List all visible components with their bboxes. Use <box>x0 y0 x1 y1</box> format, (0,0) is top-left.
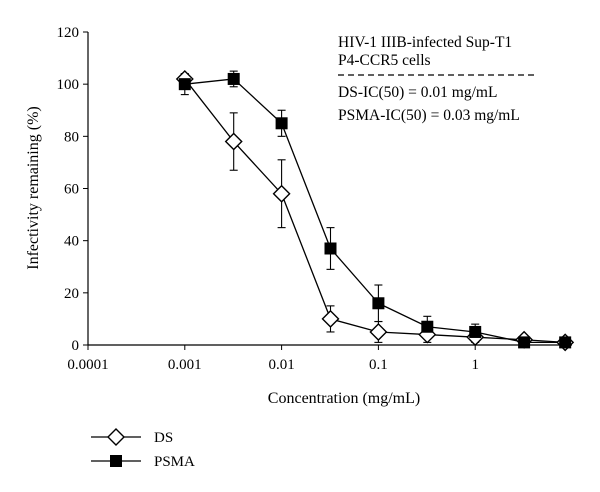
annotation-line-2: P4-CCR5 cells <box>338 52 431 69</box>
plot-area <box>175 69 575 352</box>
legend-item-ds: DS <box>91 428 173 446</box>
data-point-psma <box>324 242 337 255</box>
data-point-psma <box>421 320 434 333</box>
axes <box>87 32 572 346</box>
legend-item-psma: PSMA <box>91 454 195 470</box>
x-tick-label: 0.1 <box>369 357 388 373</box>
y-tick-label: 100 <box>57 77 80 93</box>
data-point-ds <box>321 309 340 328</box>
y-tick-label: 80 <box>64 129 79 145</box>
y-axis-title: Infectivity remaining (%) <box>25 106 42 270</box>
legend-marker-ds <box>107 428 125 446</box>
data-point-ds <box>369 322 388 341</box>
y-tick-label: 40 <box>64 234 79 250</box>
data-point-psma <box>518 336 531 349</box>
data-point-psma <box>178 78 191 91</box>
data-point-psma <box>469 325 482 338</box>
legend-label-ds: DS <box>154 430 173 446</box>
x-ticks: 0.0001 0.001 0.01 0.1 1 <box>67 345 479 373</box>
legend-marker-psma <box>110 455 122 467</box>
legend-label-psma: PSMA <box>154 454 195 470</box>
data-point-psma <box>227 72 240 85</box>
x-tick-label: 0.01 <box>268 357 294 373</box>
data-point-ds <box>224 132 243 151</box>
data-point-psma <box>275 117 288 130</box>
annotation-line-4: PSMA-IC(50) = 0.03 mg/mL <box>338 107 520 124</box>
y-tick-label: 20 <box>64 286 79 302</box>
legend: DS PSMA <box>91 428 195 470</box>
data-point-psma <box>559 336 572 349</box>
data-point-ds <box>272 184 291 203</box>
x-tick-label: 1 <box>471 357 479 373</box>
annotation-line-3: DS-IC(50) = 0.01 mg/mL <box>338 84 497 101</box>
x-axis-title: Concentration (mg/mL) <box>268 390 420 407</box>
annotation-box: HIV-1 IIIB-infected Sup-T1 P4-CCR5 cells… <box>338 34 534 124</box>
data-point-psma <box>372 297 385 310</box>
annotation-line-1: HIV-1 IIIB-infected Sup-T1 <box>338 34 512 51</box>
x-tick-label: 0.001 <box>168 357 202 373</box>
y-ticks: 0 20 40 60 80 100 120 <box>57 25 88 354</box>
y-tick-label: 60 <box>64 182 79 198</box>
y-tick-label: 120 <box>57 25 80 41</box>
y-tick-label: 0 <box>72 338 80 354</box>
x-tick-label: 0.0001 <box>67 357 108 373</box>
